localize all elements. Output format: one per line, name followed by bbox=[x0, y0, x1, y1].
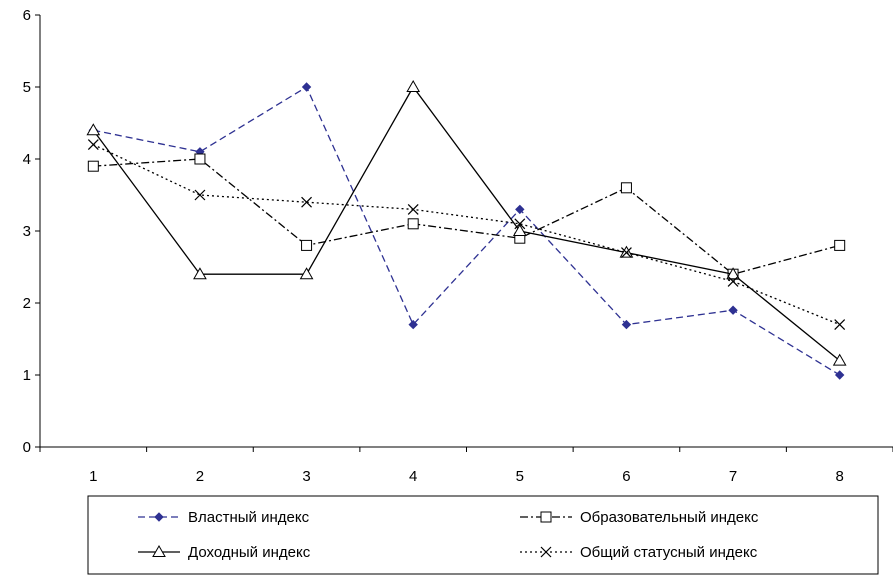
data-point bbox=[407, 203, 419, 215]
data-point bbox=[834, 319, 846, 331]
legend-label: Доходный индекс bbox=[188, 544, 311, 561]
data-point bbox=[726, 267, 740, 280]
series-line bbox=[92, 85, 841, 362]
data-point bbox=[86, 123, 101, 136]
y-tick-label: 5 bbox=[23, 79, 31, 96]
series-line bbox=[93, 158, 840, 275]
data-point bbox=[512, 223, 527, 236]
data-point bbox=[194, 153, 206, 165]
marker-stroke bbox=[834, 319, 846, 331]
marker-stroke bbox=[514, 218, 526, 230]
data-point bbox=[299, 267, 314, 280]
marker-stroke bbox=[621, 247, 632, 259]
legend-item: Властный индекс bbox=[138, 509, 310, 526]
series-line bbox=[93, 86, 841, 376]
legend-box bbox=[87, 495, 879, 575]
data-point bbox=[621, 319, 632, 330]
data-point bbox=[727, 275, 739, 287]
series-4 bbox=[87, 139, 846, 331]
data-point bbox=[301, 82, 312, 92]
data-point bbox=[408, 319, 418, 330]
data-point bbox=[194, 189, 206, 201]
data-point bbox=[406, 79, 421, 92]
data-point bbox=[834, 370, 845, 380]
x-tick-label: 6 bbox=[622, 468, 630, 485]
data-point bbox=[728, 305, 738, 315]
data-point bbox=[193, 267, 207, 280]
legend-label: Образовательный индекс bbox=[580, 509, 759, 526]
legend-marker bbox=[154, 512, 164, 522]
y-tick-label: 3 bbox=[23, 223, 31, 240]
data-point bbox=[514, 218, 526, 230]
series-layer bbox=[86, 79, 847, 380]
x-tick-label: 4 bbox=[409, 468, 417, 485]
series-3 bbox=[86, 79, 847, 366]
data-point bbox=[515, 204, 525, 215]
y-tick-label: 4 bbox=[23, 151, 31, 168]
legend-item: Доходный индекс bbox=[138, 544, 311, 561]
legend-marker bbox=[540, 546, 552, 558]
series-line bbox=[93, 144, 840, 326]
x-tick-label: 8 bbox=[836, 468, 844, 485]
y-tick-label: 2 bbox=[23, 295, 31, 312]
axes: 0 1 2 3 4 5 6 1 2 3 4 5 6 7 8 bbox=[23, 7, 893, 485]
marker-stroke bbox=[540, 546, 552, 558]
series-2 bbox=[87, 153, 846, 280]
legend-item: Образовательный индекс bbox=[520, 509, 759, 526]
data-point bbox=[87, 160, 99, 172]
data-point bbox=[834, 239, 846, 251]
data-point bbox=[621, 247, 632, 259]
y-tick-label: 0 bbox=[23, 439, 31, 456]
legend-label: Общий статусный индекс bbox=[580, 544, 758, 561]
x-tick-label: 5 bbox=[516, 468, 524, 485]
x-tick-label: 7 bbox=[729, 468, 737, 485]
marker-stroke bbox=[194, 189, 206, 201]
marker-stroke bbox=[301, 196, 312, 208]
marker-stroke bbox=[407, 203, 419, 215]
data-point bbox=[301, 196, 312, 208]
data-point bbox=[407, 218, 419, 230]
x-tick-label: 3 bbox=[302, 468, 310, 485]
marker-stroke bbox=[87, 139, 99, 151]
legend-marker bbox=[540, 511, 552, 523]
marker-stroke bbox=[727, 275, 739, 287]
y-tick-label: 6 bbox=[23, 7, 31, 24]
x-tick-label: 2 bbox=[196, 468, 204, 485]
legend-label: Властный индекс bbox=[188, 509, 310, 526]
data-point bbox=[832, 353, 847, 366]
data-point bbox=[301, 239, 313, 251]
y-tick-label: 1 bbox=[23, 367, 31, 384]
x-tick-label: 1 bbox=[89, 468, 97, 485]
legend: Властный индекс Образовательный индекс Дох… bbox=[87, 495, 879, 575]
legend-marker bbox=[152, 544, 166, 557]
data-point bbox=[620, 182, 632, 194]
legend-item: Общий статусный индекс bbox=[520, 544, 758, 561]
data-point bbox=[87, 139, 99, 151]
